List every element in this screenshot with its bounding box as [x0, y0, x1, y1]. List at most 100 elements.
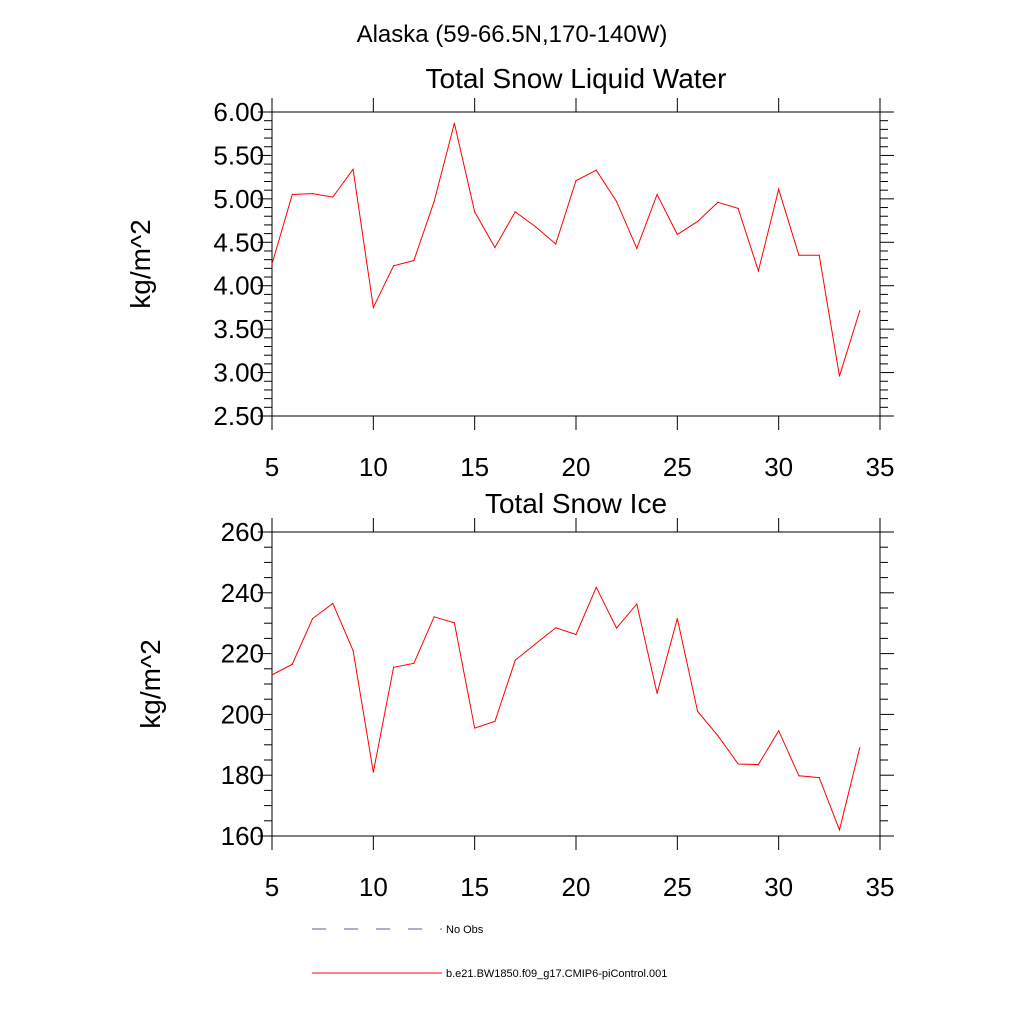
snow-ice-data-point: [818, 777, 820, 779]
liquid-water-data-point: [514, 211, 516, 213]
liquid-water-data-point: [575, 180, 577, 182]
snow-ice-data-point: [555, 627, 557, 629]
snow-ice-xtick-label: 15: [460, 872, 489, 902]
liquid-water-data-point: [595, 169, 597, 171]
snow-ice-data-point: [474, 727, 476, 729]
snow-ice-data-point: [595, 586, 597, 588]
snow-ice-data-point: [534, 643, 537, 645]
liquid-water-data-point: [291, 193, 293, 196]
legend-entry-no-obs: No Obs: [312, 924, 484, 936]
snow-ice-data-point: [737, 763, 739, 765]
liquid-water-data-point: [676, 233, 678, 236]
liquid-water-data-point: [271, 263, 273, 265]
snow-ice-xtick-label: 25: [663, 872, 692, 902]
legend-label-no-obs: No Obs: [446, 924, 484, 936]
snow-ice-data-point: [514, 659, 516, 661]
liquid-water-data-point: [372, 306, 374, 309]
liquid-water-ytick-label: 6.00: [213, 97, 264, 127]
liquid-water-data-point: [555, 243, 557, 245]
liquid-water-data-point: [311, 193, 314, 195]
snow-ice-xtick-label: 10: [359, 872, 388, 902]
snow-ice-xtick-label: 30: [764, 872, 793, 902]
liquid-water-ytick-label: 3.50: [213, 314, 264, 344]
liquid-water-data-point: [474, 211, 476, 213]
snow-ice-data-point: [413, 662, 415, 664]
liquid-water-plot: Total Snow Liquid Water 5 10 15 20 25 30 35 2.50…: [125, 63, 894, 482]
snow-ice-data-point: [291, 663, 293, 665]
liquid-water-ytick-label: 2.50: [213, 401, 264, 431]
liquid-water-xtick-label: 15: [460, 452, 489, 482]
snow-ice-ytick-label: 240: [221, 578, 264, 608]
liquid-water-data-point: [494, 246, 496, 249]
liquid-water-series-line: [271, 123, 861, 377]
snow-ice-data-point: [575, 633, 577, 636]
snow-ice-data-point: [757, 763, 760, 766]
snow-ice-data-point: [393, 666, 395, 668]
liquid-water-data-point: [737, 207, 739, 210]
liquid-water-ytick-label: 3.00: [213, 358, 264, 388]
liquid-water-ytick-label: 5.50: [213, 140, 264, 170]
legend-label-model: b.e21.BW1850.f09_g17.CMIP6-piControl.001: [446, 968, 667, 980]
snow-ice-data-point: [798, 775, 800, 777]
snow-ice-data-point: [332, 602, 334, 605]
figure-suptitle: Alaska (59-66.5N,170-140W): [357, 21, 668, 48]
snow-ice-xtick-label: 20: [562, 872, 591, 902]
snow-ice-series-line: [271, 586, 861, 832]
snow-ice-data-point: [778, 730, 780, 732]
liquid-water-data-point: [352, 168, 354, 170]
liquid-water-data-point: [453, 122, 455, 124]
liquid-water-xtick-label: 25: [663, 452, 692, 482]
snow-ice-data-point: [433, 616, 435, 618]
liquid-water-data-point: [433, 200, 435, 203]
liquid-water-xtick-label: 10: [359, 452, 388, 482]
snow-ice-data-point: [271, 674, 273, 676]
snow-ice-data-point: [859, 747, 861, 749]
snow-ice-ylabel: kg/m^2: [135, 639, 166, 728]
snow-ice-data-point: [494, 720, 496, 722]
liquid-water-data-point: [697, 220, 699, 223]
snow-ice-plot: Total Snow Ice 5 10 15 20 25 30 35 160 180 200 220 2…: [135, 488, 894, 902]
snow-ice-data-point: [352, 649, 354, 652]
legend-entry-model: b.e21.BW1850.f09_g17.CMIP6-piControl.001: [312, 968, 667, 980]
liquid-water-data-point: [413, 259, 415, 262]
snow-ice-data-point: [838, 829, 841, 831]
liquid-water-data-point: [838, 375, 841, 377]
liquid-water-data-point: [798, 254, 800, 256]
snow-ice-data-point: [676, 618, 678, 620]
liquid-water-data-point: [534, 226, 537, 228]
liquid-water-data-point: [656, 193, 658, 196]
snow-ice-ytick-label: 160: [221, 821, 264, 851]
liquid-water-xtick-label: 20: [562, 452, 591, 482]
liquid-water-ylabel: kg/m^2: [125, 219, 156, 308]
liquid-water-frame: [271, 111, 881, 417]
liquid-water-data-point: [717, 201, 719, 203]
snow-ice-ytick-label: 180: [221, 760, 264, 790]
liquid-water-data-point: [757, 270, 760, 272]
liquid-water-ytick-label: 4.00: [213, 271, 264, 301]
liquid-water-xtick-label: 30: [764, 452, 793, 482]
liquid-water-xtick-label: 35: [866, 452, 895, 482]
snow-ice-title: Total Snow Ice: [485, 488, 667, 519]
snow-ice-xtick-label: 35: [866, 872, 895, 902]
liquid-water-ytick-label: 5.00: [213, 184, 264, 214]
snow-ice-data-point: [697, 710, 699, 712]
snow-ice-data-point: [636, 603, 638, 605]
snow-ice-ytick-label: 220: [221, 639, 264, 669]
liquid-water-ytick-label: 4.50: [213, 227, 264, 257]
snow-ice-data-point: [656, 692, 658, 695]
liquid-water-data-point: [636, 247, 638, 249]
liquid-water-xtick-label: 5: [265, 452, 279, 482]
liquid-water-data-point: [859, 310, 861, 312]
snow-ice-xtick-label: 5: [265, 872, 279, 902]
snow-ice-data-point: [717, 735, 719, 737]
liquid-water-data-point: [615, 200, 618, 203]
snow-ice-frame: [271, 531, 881, 837]
snow-ice-data-point: [372, 771, 374, 773]
liquid-water-data-point: [818, 254, 820, 256]
snow-ice-ytick-label: 260: [221, 517, 264, 547]
legend: No Obs b.e21.BW1850.f09_g17.CMIP6-piCont…: [312, 924, 667, 980]
liquid-water-title: Total Snow Liquid Water: [426, 63, 727, 94]
snow-ice-data-point: [453, 622, 455, 624]
liquid-water-data-point: [393, 265, 395, 267]
